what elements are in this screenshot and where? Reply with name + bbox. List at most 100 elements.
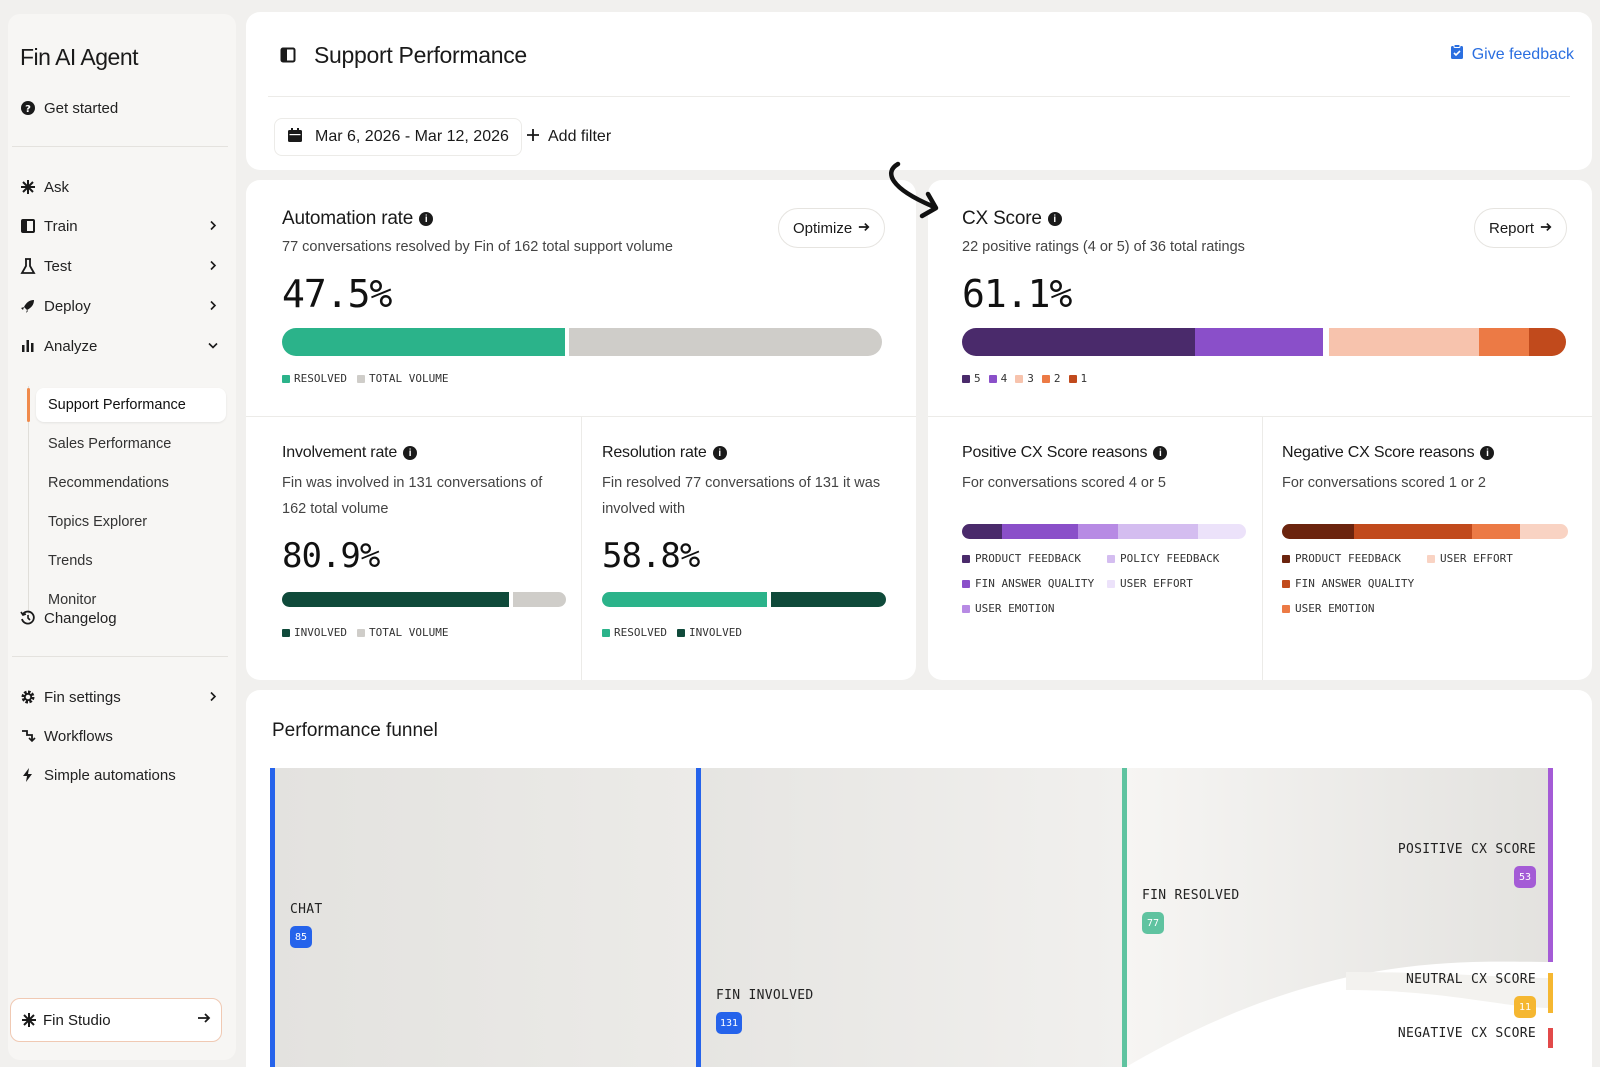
resolution-title: Resolution rate i <box>602 444 727 462</box>
give-feedback-link[interactable]: Give feedback <box>1450 44 1574 65</box>
involvement-bar-remaining <box>512 592 566 607</box>
nav-deploy[interactable]: Deploy <box>20 290 224 322</box>
optimize-button[interactable]: Optimize <box>778 208 886 248</box>
automation-subtitle: 77 conversations resolved by Fin of 162 … <box>282 239 673 255</box>
legend-label: USER EFFORT <box>1440 552 1513 565</box>
funnel-node-resolved <box>1122 768 1127 1067</box>
nav-train-label: Train <box>44 217 78 235</box>
involvement-value: 80.9% <box>282 536 380 576</box>
funnel-node-negative <box>1548 1028 1553 1048</box>
sub-item-monitor[interactable]: Monitor <box>48 592 97 608</box>
nav-simple-automations[interactable]: Simple automations <box>20 759 224 791</box>
sparkle-icon <box>20 179 42 195</box>
sidebar: Fin AI Agent ? Get started Ask Train Tes… <box>8 14 236 1060</box>
date-range-picker[interactable]: Mar 6, 2026 - Mar 12, 2026 <box>274 118 522 156</box>
nav-get-started[interactable]: ? Get started <box>20 92 224 124</box>
sub-item-sales-performance[interactable]: Sales Performance <box>48 436 172 452</box>
nav-test-label: Test <box>44 257 72 275</box>
legend-swatch <box>962 374 970 383</box>
funnel-badge-chat: 85 <box>290 926 312 948</box>
date-range-label: Mar 6, 2026 - Mar 12, 2026 <box>315 128 509 145</box>
cx-legend: 5 4 3 2 1 <box>962 372 1087 385</box>
card-divider <box>928 416 1592 417</box>
sub-item-recommendations[interactable]: Recommendations <box>48 475 169 491</box>
resolution-bar-resolved <box>602 592 767 607</box>
sub-item-trends[interactable]: Trends <box>48 553 93 569</box>
add-filter-button[interactable]: Add filter <box>526 118 611 156</box>
book-icon <box>20 218 42 234</box>
legend-label: 3 <box>1027 372 1034 385</box>
legend-item: INVOLVED <box>282 626 347 639</box>
legend-label: 2 <box>1053 372 1061 385</box>
cx-subtitle: 22 positive ratings (4 or 5) of 36 total… <box>962 239 1245 255</box>
nav-fin-settings[interactable]: Fin settings <box>20 681 224 713</box>
info-icon[interactable]: i <box>1153 446 1168 460</box>
negative-reasons-title: Negative CX Score reasons i <box>1282 444 1495 462</box>
nav-deploy-label: Deploy <box>44 297 91 315</box>
legend-swatch <box>356 374 365 383</box>
nav-changelog[interactable]: Changelog <box>20 602 224 634</box>
bar-policy-feedback <box>1118 524 1198 539</box>
legend-item: PRODUCT FEEDBACK <box>1282 552 1427 565</box>
legend-swatch <box>962 554 970 563</box>
automation-bar-resolved <box>282 328 566 356</box>
resolution-subtitle: Fin resolved 77 conversations of 131 it … <box>602 475 881 517</box>
history-icon <box>20 610 42 626</box>
chevron-right-icon <box>208 689 218 706</box>
positive-reasons-title-text: Positive CX Score reasons <box>962 444 1148 461</box>
workflow-icon <box>20 728 42 744</box>
legend-item <box>1427 577 1547 590</box>
negative-reasons-legend: PRODUCT FEEDBACK USER EFFORT FIN ANSWER … <box>1282 552 1547 615</box>
sub-item-support-performance[interactable]: Support Performance <box>36 388 226 422</box>
fin-studio-button[interactable]: Fin Studio <box>10 998 222 1042</box>
sub-item-topics-explorer[interactable]: Topics Explorer <box>48 514 148 530</box>
info-icon[interactable]: i <box>1480 446 1495 460</box>
report-label: Report <box>1489 219 1535 237</box>
sidebar-toggle-icon[interactable] <box>280 47 296 68</box>
arrow-right-icon <box>858 220 870 237</box>
funnel-label-resolved: FIN RESOLVED <box>1142 888 1240 903</box>
legend-swatch <box>602 628 610 637</box>
funnel-flow-positive <box>1126 768 1550 1067</box>
svg-text:?: ? <box>25 104 31 115</box>
legend-label: INVOLVED <box>688 626 742 639</box>
legend-swatch <box>988 374 997 383</box>
annotation-arrow-icon <box>889 161 939 219</box>
legend-item: RESOLVED <box>282 372 347 385</box>
submenu-line <box>28 386 29 620</box>
legend-item: USER EMOTION <box>962 602 1107 615</box>
funnel-badge-neutral: 11 <box>1514 996 1536 1018</box>
nav-analyze[interactable]: Analyze <box>20 330 224 362</box>
info-icon[interactable]: i <box>1047 212 1062 226</box>
nav-train[interactable]: Train <box>20 210 224 242</box>
nav-test[interactable]: Test <box>20 250 224 282</box>
cx-title-text: CX Score <box>962 208 1042 229</box>
funnel-label-involved: FIN INVOLVED <box>716 988 814 1003</box>
report-button[interactable]: Report <box>1474 208 1568 248</box>
nav-ask[interactable]: Ask <box>20 171 224 203</box>
legend-item: POLICY FEEDBACK <box>1107 552 1252 565</box>
legend-label: RESOLVED <box>294 372 347 385</box>
nav-simple-automations-label: Simple automations <box>44 766 176 784</box>
cx-title: CX Score i <box>962 208 1062 230</box>
bar-fin-answer-quality <box>1354 524 1472 539</box>
bar-product-feedback <box>1282 524 1354 539</box>
legend-label: TOTAL VOLUME <box>368 372 449 385</box>
info-icon[interactable]: i <box>403 446 418 460</box>
nav-workflows[interactable]: Workflows <box>20 720 224 752</box>
nav-workflows-label: Workflows <box>44 727 113 745</box>
legend-label: USER EMOTION <box>975 602 1055 615</box>
legend-swatch <box>1015 374 1024 383</box>
nav-analyze-label: Analyze <box>44 337 98 355</box>
lightning-icon <box>20 767 42 783</box>
divider <box>12 656 228 657</box>
sparkle-icon <box>21 1012 37 1028</box>
info-icon[interactable]: i <box>419 212 434 226</box>
legend-swatch <box>1282 579 1290 588</box>
legend-item: USER EFFORT <box>1107 577 1252 590</box>
legend-item: 1 <box>1068 372 1087 385</box>
resolution-value: 58.8% <box>602 536 700 576</box>
bar-fin-answer-quality <box>1002 524 1078 539</box>
info-icon[interactable]: i <box>712 446 727 460</box>
legend-item: 4 <box>988 372 1007 385</box>
